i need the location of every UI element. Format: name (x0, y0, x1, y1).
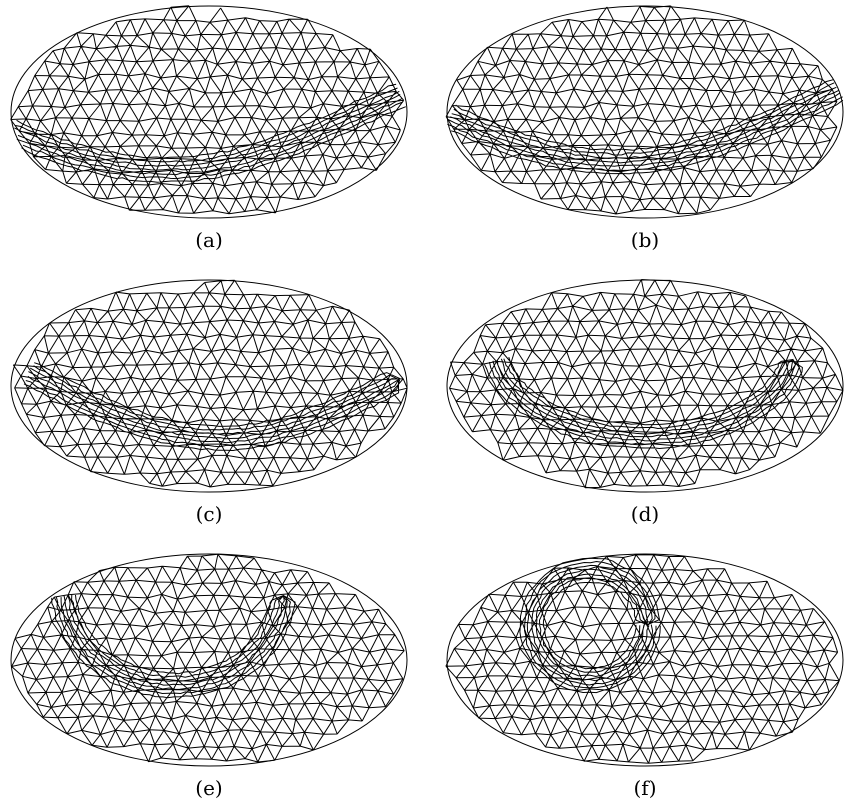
mesh-boundary (10, 5, 408, 219)
mesh-boundary (10, 553, 408, 767)
mesh-panel-e: (e) (4, 550, 414, 805)
mesh-lines (11, 553, 405, 763)
mesh-lines (445, 554, 840, 764)
mesh-edges (445, 5, 844, 219)
triangle-mesh-f (445, 553, 844, 767)
mesh-edges (10, 5, 408, 219)
mesh-lines (12, 279, 408, 488)
mesh-lines (10, 5, 406, 215)
mesh-edges (10, 279, 408, 493)
triangle-mesh-a (10, 5, 408, 219)
mesh-edges (446, 279, 844, 493)
triangle-mesh-b (445, 5, 844, 219)
caption-d: (d) (630, 502, 660, 526)
mesh-boundary (446, 5, 844, 219)
mesh-boundary (446, 553, 844, 767)
mesh-panel-a: (a) (4, 2, 414, 257)
mesh-boundary (446, 279, 844, 493)
mesh-panel-b: (b) (440, 2, 845, 257)
caption-b: (b) (630, 228, 660, 252)
triangle-mesh-c (10, 279, 408, 493)
caption-e: (e) (195, 776, 223, 800)
caption-f: (f) (633, 776, 657, 800)
caption-c: (c) (195, 502, 223, 526)
mesh-edges (10, 553, 408, 767)
triangle-mesh-d (446, 279, 844, 493)
mesh-panel-c: (c) (4, 276, 414, 531)
triangle-mesh-e (10, 553, 408, 767)
mesh-panel-f: (f) (440, 550, 845, 805)
caption-a: (a) (195, 228, 223, 252)
mesh-lines (445, 5, 844, 215)
mesh-edges (445, 553, 844, 767)
mesh-boundary (10, 279, 408, 493)
mesh-panel-d: (d) (440, 276, 845, 531)
